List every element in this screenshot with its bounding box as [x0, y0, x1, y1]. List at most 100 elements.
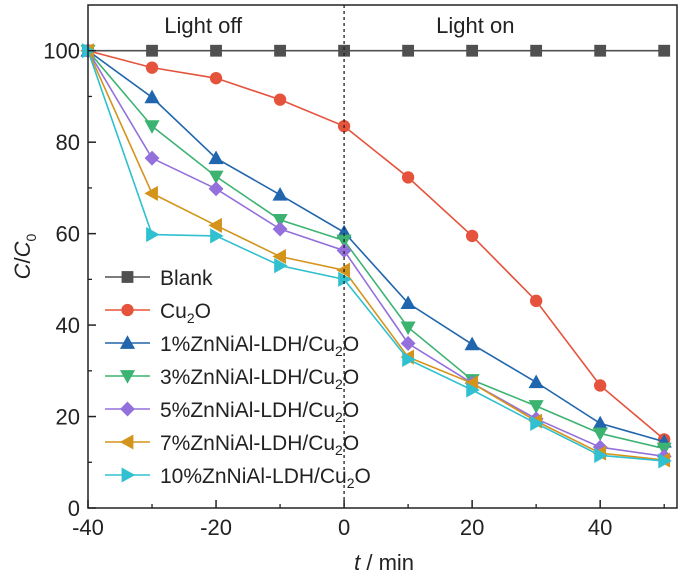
- y-tick-label: 20: [56, 405, 80, 430]
- data-point: [146, 44, 158, 57]
- legend-entry: 7%ZnNiAl-LDH/Cu2O: [105, 432, 359, 458]
- data-point: [530, 44, 543, 57]
- annotation-light-off: Light off: [164, 13, 243, 38]
- legend-label-subscript: 2: [335, 376, 343, 392]
- legend-marker: [119, 370, 136, 384]
- data-point: [144, 185, 158, 201]
- legend-label-main: 3%ZnNiAl-LDH/Cu: [160, 366, 335, 389]
- data-point: [528, 400, 544, 414]
- legend-label-main: 1%ZnNiAl-LDH/Cu: [160, 333, 335, 356]
- legend: BlankCu2O1%ZnNiAl-LDH/Cu2O3%ZnNiAl-LDH/C…: [105, 267, 371, 491]
- data-point: [146, 226, 160, 243]
- data-point: [465, 229, 479, 243]
- data-point: [272, 248, 286, 265]
- legend-marker: [121, 271, 134, 283]
- data-point: [209, 71, 223, 85]
- x-axis-label-unit: / min: [360, 550, 414, 575]
- data-point: [593, 379, 607, 392]
- data-point: [210, 228, 224, 244]
- legend-label-subscript: 2: [335, 442, 343, 458]
- legend-label-tail: O: [343, 432, 359, 455]
- data-point: [144, 120, 160, 134]
- y-axis-label-denominator: C: [10, 241, 35, 257]
- data-point: [338, 44, 350, 57]
- legend-entry: 1%ZnNiAl-LDH/Cu2O: [105, 333, 359, 359]
- legend-label: 10%ZnNiAl-LDH/Cu2O: [160, 465, 371, 491]
- legend-label-subscript: 2: [187, 310, 195, 326]
- data-point: [274, 44, 286, 57]
- series-line: [87, 49, 665, 441]
- legend-entry: 10%ZnNiAl-LDH/Cu2O: [105, 465, 371, 491]
- legend-label: 1%ZnNiAl-LDH/Cu2O: [160, 333, 359, 359]
- series-4: [80, 44, 672, 457]
- x-tick-label: -40: [72, 515, 104, 540]
- legend-marker: [119, 434, 134, 450]
- data-point: [338, 271, 352, 287]
- series-line: [87, 50, 665, 443]
- data-point: [208, 170, 224, 185]
- data-point: [144, 150, 160, 166]
- y-tick-label: 80: [56, 130, 80, 155]
- legend-label-subscript: 2: [335, 343, 343, 359]
- series-1: [82, 44, 671, 57]
- data-point: [466, 382, 480, 398]
- data-point: [400, 321, 416, 336]
- legend-label: 3%ZnNiAl-LDH/Cu2O: [160, 366, 359, 392]
- data-point: [210, 44, 222, 57]
- data-point: [273, 93, 287, 106]
- x-tick-label: 20: [460, 515, 484, 540]
- data-point: [530, 415, 544, 431]
- data-point: [400, 295, 416, 310]
- data-point: [336, 262, 350, 278]
- data-point: [208, 150, 224, 165]
- x-tick-label: -20: [200, 515, 232, 540]
- data-point: [528, 374, 544, 389]
- legend-marker: [121, 467, 136, 483]
- legend-label-main: 10%ZnNiAl-LDH/Cu: [160, 465, 347, 488]
- legend-label-main: Blank: [160, 267, 213, 290]
- legend-label-tail: O: [343, 366, 359, 389]
- data-point: [144, 89, 160, 104]
- y-tick-label: 40: [56, 313, 80, 338]
- legend-label: Cu2O: [160, 300, 211, 326]
- legend-label: Blank: [160, 267, 213, 290]
- y-axis-label: C/C0: [10, 233, 39, 279]
- data-point: [594, 44, 607, 57]
- data-point: [466, 44, 479, 57]
- data-point: [400, 335, 416, 351]
- data-point: [272, 187, 288, 201]
- legend-label: 5%ZnNiAl-LDH/Cu2O: [160, 399, 359, 425]
- x-axis-label-variable: t: [354, 550, 361, 575]
- data-point: [464, 336, 480, 351]
- y-tick-label: 60: [56, 222, 80, 247]
- data-point: [658, 44, 671, 57]
- legend-label-tail: O: [343, 333, 359, 356]
- data-point: [658, 453, 672, 469]
- data-point: [529, 294, 543, 308]
- y-axis-label-subscript: 0: [23, 233, 39, 241]
- legend-entry: Cu2O: [105, 300, 211, 326]
- data-point: [592, 415, 608, 430]
- y-axis-label-slash: /: [10, 256, 35, 263]
- data-point: [274, 258, 288, 274]
- legend-label-tail: O: [195, 300, 211, 323]
- x-tick-label: 40: [588, 515, 612, 540]
- legend-label-main: 7%ZnNiAl-LDH/Cu: [160, 432, 335, 455]
- series-line: [87, 50, 665, 461]
- series-line: [87, 50, 665, 458]
- legend-marker: [121, 303, 134, 317]
- data-point: [594, 447, 608, 463]
- legend-label-main: 5%ZnNiAl-LDH/Cu: [160, 399, 335, 422]
- x-tick-label: 0: [338, 515, 350, 540]
- data-point: [208, 181, 224, 197]
- data-point: [592, 427, 608, 442]
- legend-entry: 3%ZnNiAl-LDH/Cu2O: [105, 366, 359, 392]
- y-axis-label-numerator: C: [10, 263, 35, 279]
- legend-entry: 5%ZnNiAl-LDH/Cu2O: [105, 399, 359, 425]
- legend-marker: [120, 401, 135, 417]
- y-tick-label: 0: [68, 496, 80, 521]
- data-point: [272, 214, 288, 228]
- x-axis-label: t / min: [354, 550, 414, 575]
- legend-label-subscript: 2: [335, 409, 343, 425]
